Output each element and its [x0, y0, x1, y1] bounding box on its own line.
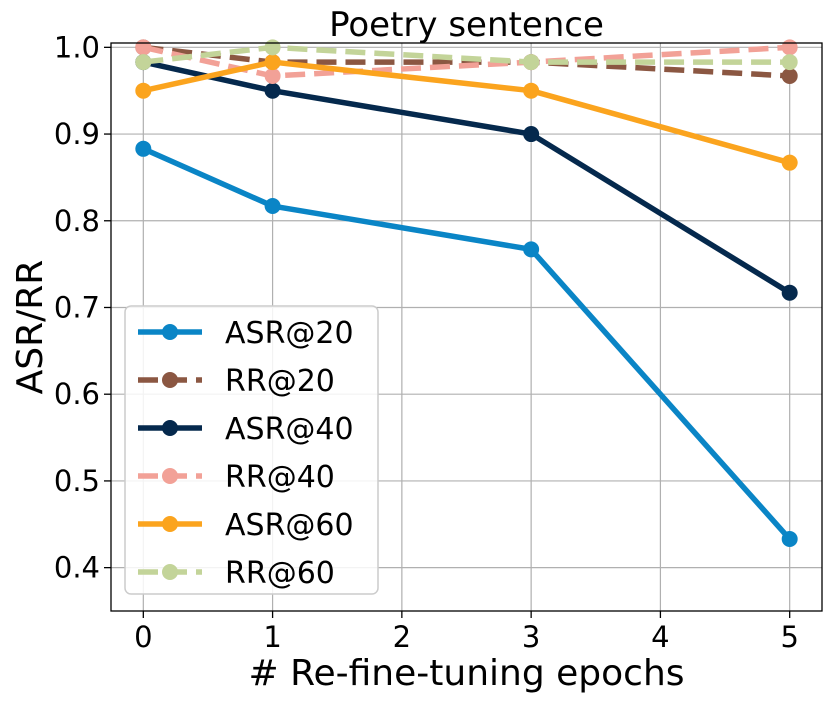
- data-point: [523, 126, 540, 143]
- x-tick-label: 3: [522, 620, 540, 654]
- plot-frame: [110, 42, 823, 612]
- y-tick-label: 0.9: [54, 117, 100, 151]
- series-line: [142, 44, 790, 79]
- legend-swatch-marker: [162, 468, 178, 484]
- data-point: [135, 39, 152, 56]
- y-tick-label: 0.8: [54, 204, 100, 238]
- axis-ticks: 0 1 2 3 4 5 0.4 0.5 0.6 0.7 0.8 0.9 1.0: [54, 30, 799, 654]
- legend-label: ASR@20: [225, 316, 354, 351]
- series-asr-at-20: [135, 140, 798, 548]
- data-point: [781, 54, 798, 71]
- legend-item: ASR@20: [138, 316, 354, 351]
- data-point: [781, 531, 798, 548]
- legend-label: RR@60: [225, 556, 335, 591]
- legend-swatch-marker: [162, 324, 178, 340]
- y-tick-label: 1.0: [54, 30, 100, 64]
- legend-label: RR@40: [225, 460, 335, 495]
- data-point: [781, 154, 798, 171]
- x-tick-label: 0: [134, 620, 152, 654]
- data-point: [781, 39, 798, 56]
- series-rr-at-60: [135, 39, 798, 71]
- data-point: [264, 54, 281, 71]
- series-line: [143, 44, 790, 65]
- x-tick-label: 2: [393, 620, 411, 654]
- x-axis-label: # Re-fine-tuning epochs: [248, 653, 684, 694]
- data-point: [523, 241, 540, 258]
- y-axis-label: ASR/RR: [10, 260, 51, 395]
- x-tick-label: 5: [780, 620, 798, 654]
- series-layer: [135, 39, 798, 548]
- legend-item: RR@40: [138, 460, 335, 495]
- legend-item: ASR@60: [138, 508, 354, 543]
- data-point: [523, 54, 540, 71]
- y-tick-label: 0.6: [54, 377, 100, 411]
- series-line: [142, 59, 791, 166]
- data-point: [264, 198, 281, 215]
- data-point: [781, 284, 798, 301]
- chart-title: Poetry sentence: [329, 5, 604, 45]
- series-line: [142, 59, 792, 296]
- legend-item: RR@60: [138, 556, 335, 591]
- data-point: [135, 82, 152, 99]
- legend-label: ASR@60: [225, 508, 354, 543]
- legend-label: RR@20: [225, 364, 335, 399]
- data-point: [135, 54, 152, 71]
- legend-swatch-marker: [162, 372, 178, 388]
- data-point: [135, 140, 152, 157]
- data-point: [781, 67, 798, 84]
- legend-item: RR@20: [138, 364, 335, 399]
- legend-item: ASR@40: [138, 412, 354, 447]
- y-tick-label: 0.5: [54, 464, 100, 498]
- y-tick-label: 0.4: [54, 551, 100, 585]
- series-asr-at-40: [135, 54, 798, 301]
- legend: ASR@20 RR@20 ASR@40 RR@40 ASR@60 RR@60: [124, 305, 379, 595]
- data-point: [264, 67, 281, 84]
- legend-swatch-marker: [162, 564, 178, 580]
- data-point: [523, 82, 540, 99]
- data-point: [264, 82, 281, 99]
- y-tick-label: 0.7: [54, 290, 100, 324]
- grid-lines: [111, 43, 822, 611]
- data-point: [264, 39, 281, 56]
- legend-swatch-marker: [162, 516, 178, 532]
- legend-label: ASR@40: [225, 412, 354, 447]
- x-tick-label: 4: [651, 620, 669, 654]
- x-tick-label: 1: [263, 620, 281, 654]
- series-asr-at-60: [135, 54, 798, 171]
- legend-swatch-marker: [162, 420, 178, 436]
- series-line: [142, 146, 792, 541]
